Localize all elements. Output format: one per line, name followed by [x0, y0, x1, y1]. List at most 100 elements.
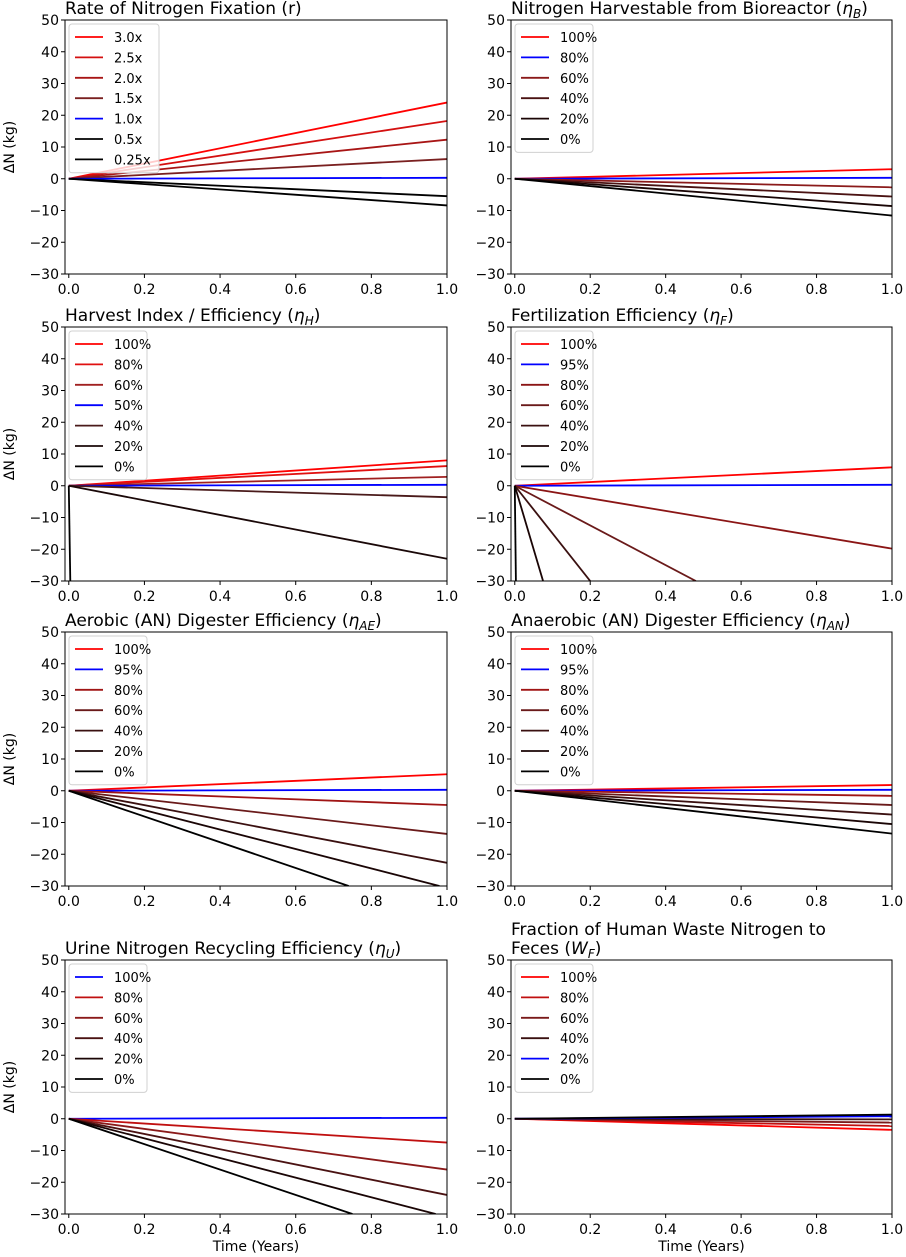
y-tick-label: 50	[41, 320, 59, 336]
title-sub: H	[305, 314, 314, 328]
y-tick-label: −30	[29, 1207, 59, 1223]
subplot-title: Fraction of Human Waste Nitrogen to	[511, 920, 826, 940]
x-tick-label: 0.6	[285, 894, 307, 910]
y-tick-label: 50	[41, 625, 59, 641]
y-tick-label: 20	[487, 1048, 505, 1064]
x-tick-label: 0.2	[133, 1222, 155, 1238]
x-tick-label: 1.0	[881, 589, 903, 605]
x-tick-label: 0.6	[285, 1222, 307, 1238]
subplot-8: Fraction of Human Waste Nitrogen toFeces…	[475, 920, 903, 1255]
legend-label: 80%	[114, 991, 143, 1006]
series-line-60%	[514, 789, 892, 806]
y-tick-label: −20	[475, 1175, 505, 1191]
title-var: η	[842, 0, 853, 19]
y-tick-label: 50	[41, 953, 59, 969]
subplot-title: Fertilization Efficiency (ηF)	[511, 306, 734, 328]
subplot-3: Harvest Index / Efficiency (ηH) 50 40 30 20 1…	[2, 306, 458, 605]
series-group	[513, 466, 892, 581]
y-tick-label: −30	[475, 879, 505, 895]
x-tick-label: 0.8	[805, 589, 827, 605]
y-tick-label: −20	[29, 542, 59, 558]
legend-label: 40%	[560, 420, 589, 435]
legend-label: 20%	[114, 440, 143, 455]
y-tick-label: 0	[50, 1112, 59, 1128]
title-suffix: )	[861, 0, 868, 19]
y-tick-label: 10	[487, 140, 505, 156]
subplot-title: Urine Nitrogen Recycling Efficiency (ηU)	[65, 939, 401, 961]
subplot-2: Nitrogen Harvestable from Bioreactor (ηB…	[475, 0, 903, 298]
y-tick-label: 40	[487, 985, 505, 1001]
y-tick-label: 30	[487, 384, 505, 400]
subplot-title: Anaerobic (AN) Digester Efficiency (ηAN)	[511, 611, 851, 633]
y-axis-label: ΔN (kg)	[2, 733, 18, 785]
legend-label: 0%	[114, 765, 135, 780]
legend-label: 100%	[560, 31, 597, 46]
subplot-title: Aerobic (AN) Digester Efficiency (ηAE)	[65, 611, 382, 633]
title-text: Nitrogen Harvestable from Bioreactor (	[511, 0, 842, 19]
y-tick-label: 0	[50, 172, 59, 188]
y-tick-label: 40	[41, 352, 59, 368]
y-tick-label: 0	[50, 784, 59, 800]
legend-label: 20%	[114, 1053, 143, 1068]
legend-label: 40%	[114, 420, 143, 435]
y-tick-label: −20	[29, 847, 59, 863]
legend-label: 20%	[560, 113, 589, 128]
y-axis-label: ΔN (kg)	[2, 428, 18, 480]
legend-label: 20%	[560, 440, 589, 455]
x-tick-label: 0.2	[133, 589, 155, 605]
axes-frame	[510, 326, 893, 582]
title-sub: AN	[826, 619, 844, 633]
x-tick-label: 0.4	[655, 589, 677, 605]
legend-label: 0%	[560, 460, 581, 475]
legend-label: 60%	[114, 1012, 143, 1027]
x-tick-label: 1.0	[436, 1222, 458, 1238]
legend-label: 0%	[560, 133, 581, 148]
series-line-0%	[68, 1117, 353, 1214]
y-tick-label: 40	[487, 352, 505, 368]
y-tick-label: 0	[50, 479, 59, 495]
series-line-40%	[68, 1117, 447, 1196]
series-group	[514, 168, 892, 217]
x-tick-label: 0.2	[579, 1222, 601, 1238]
series-line-80%	[514, 484, 892, 550]
title-text: Fertilization Efficiency (	[511, 306, 709, 326]
title-var: η	[348, 611, 359, 631]
y-tick-label: 40	[487, 657, 505, 673]
y-tick-label: 40	[41, 985, 59, 1001]
y-tick-label: 0	[496, 784, 505, 800]
legend-label: 95%	[560, 663, 589, 678]
y-tick-label: −10	[475, 816, 505, 832]
series-line-80%	[68, 789, 447, 806]
x-tick-label: 0.0	[58, 282, 80, 298]
series-line-95%	[514, 788, 892, 792]
legend-label: 0.5x	[114, 133, 143, 148]
y-tick-label: 0	[496, 1112, 505, 1128]
x-tick-label: 0.0	[504, 589, 526, 605]
series-line-80%	[514, 789, 892, 797]
legend-label: 100%	[114, 338, 151, 353]
title-suffix: )	[375, 611, 382, 631]
legend-box	[68, 635, 148, 786]
axes-frame	[64, 326, 448, 582]
x-tick-label: 0.8	[805, 894, 827, 910]
legend-label: 100%	[560, 338, 597, 353]
series-group	[68, 1116, 447, 1214]
series-line-50%	[68, 483, 447, 487]
subplot-title: Harvest Index / Efficiency (ηH)	[65, 306, 320, 328]
series-group	[514, 1113, 892, 1131]
y-tick-label: 20	[41, 108, 59, 124]
legend-label: 60%	[560, 399, 589, 414]
legend-label: 3.0x	[114, 31, 143, 46]
series-line-0%	[68, 789, 349, 886]
series-line-20%	[514, 789, 892, 825]
x-tick-label: 0.6	[285, 589, 307, 605]
legend-label: 80%	[560, 379, 589, 394]
title-var: η	[709, 306, 720, 326]
y-tick-label: 20	[41, 1048, 59, 1064]
y-tick-label: −30	[475, 1207, 505, 1223]
y-tick-label: 40	[41, 45, 59, 61]
series-group	[514, 784, 892, 835]
legend-label: 100%	[114, 643, 151, 658]
y-tick-label: 10	[487, 1080, 505, 1096]
y-tick-label: 50	[487, 13, 505, 29]
